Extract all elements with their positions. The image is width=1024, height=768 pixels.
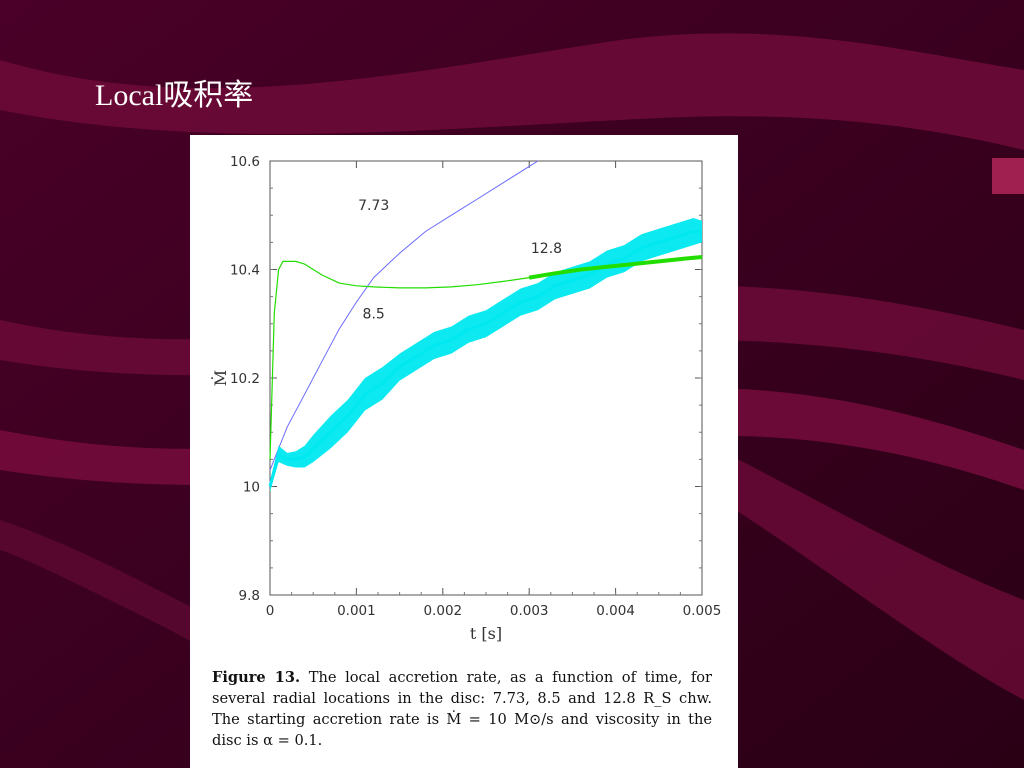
series-label-8-5: 8.5 <box>363 306 385 322</box>
y-tick-label: 10.4 <box>230 263 260 279</box>
y-tick-label: 10.6 <box>230 154 260 170</box>
figure-panel: 0 0.001 0.002 0.003 0.004 0.005 9.8 10 10.2 10.4 1… <box>190 135 738 768</box>
caption-text: The local accretion rate, as a function … <box>212 669 712 749</box>
y-tick-label: 10 <box>243 480 260 496</box>
x-tick-label: 0.005 <box>683 603 722 619</box>
series-line-12-8-thick <box>528 255 703 280</box>
x-tick-label: 0 <box>266 603 275 619</box>
accretion-rate-chart: 0 0.001 0.002 0.003 0.004 0.005 9.8 10 10.2 10.4 1… <box>210 154 721 643</box>
x-tick-label: 0.003 <box>510 603 549 619</box>
caption-label: Figure 13. <box>212 669 301 686</box>
series-label-12-8: 12.8 <box>531 241 562 257</box>
swoosh-band <box>700 440 1024 700</box>
x-tick-label: 0.001 <box>337 603 376 619</box>
swoosh-band <box>0 33 1024 150</box>
y-tick-label: 10.2 <box>230 371 260 387</box>
x-tick-label: 0.004 <box>596 603 635 619</box>
x-tick-label: 0.002 <box>423 603 462 619</box>
x-axis-label: t [s] <box>470 624 502 643</box>
figure-caption: Figure 13. The local accretion rate, as … <box>212 667 712 751</box>
series-label-7-73: 7.73 <box>358 198 389 214</box>
series-line-8-5 <box>268 230 702 487</box>
y-axis-label: Ṁ <box>210 370 230 386</box>
plot-frame <box>269 160 703 596</box>
series-line-7-73 <box>269 160 539 471</box>
series-layer <box>268 160 703 492</box>
labels-layer: 7.73 8.5 12.8 <box>358 198 562 323</box>
chart-axes: 0 0.001 0.002 0.003 0.004 0.005 9.8 10 10.2 10.4 1… <box>210 154 721 643</box>
series-band-8-5 <box>270 218 702 492</box>
slide-title: Local吸积率 <box>95 79 254 112</box>
swoosh-accent <box>992 158 1024 194</box>
y-tick-label: 9.8 <box>239 588 260 604</box>
